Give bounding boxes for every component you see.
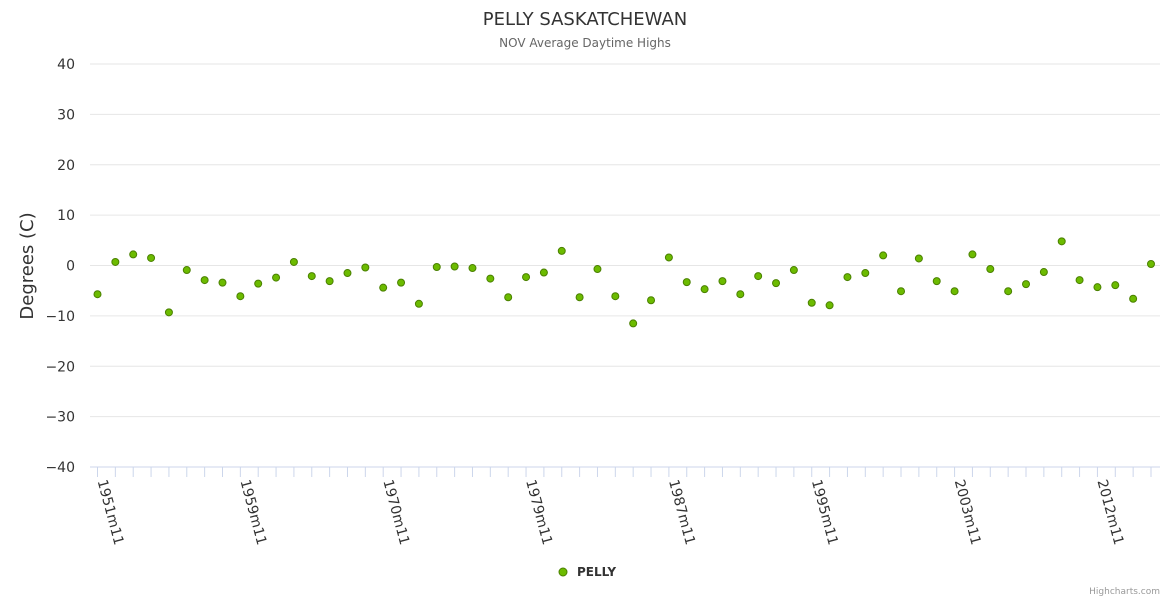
data-point[interactable] [200,276,209,285]
data-point[interactable] [611,292,620,301]
credits-link[interactable]: Highcharts.com [1089,587,1160,597]
x-tick-label: 1995m11 [808,478,841,547]
legend[interactable]: PELLY [558,565,616,579]
x-tick-label: 1951m11 [94,478,127,547]
data-point[interactable] [897,287,906,296]
data-point[interactable] [361,263,370,272]
data-point[interactable] [647,296,656,305]
data-point[interactable] [807,298,816,307]
data-point[interactable] [932,277,941,286]
data-point[interactable] [272,273,281,282]
x-tick-label: 2003m11 [951,478,984,547]
y-tick-label: 30 [57,107,75,123]
data-point[interactable] [379,283,388,292]
data-point[interactable] [968,250,977,259]
data-point[interactable] [1039,268,1048,277]
data-point[interactable] [1093,283,1102,292]
data-point[interactable] [682,278,691,287]
y-tick-label: −10 [45,309,75,325]
data-point[interactable] [414,299,423,308]
data-point[interactable] [664,253,673,262]
x-tick-label: 1970m11 [379,478,412,547]
data-point[interactable] [504,293,513,302]
x-tick-label: 1959m11 [236,478,269,547]
data-point[interactable] [486,274,495,283]
data-point[interactable] [164,308,173,317]
y-tick-label: 10 [57,208,75,224]
data-point[interactable] [307,272,316,281]
data-point[interactable] [825,301,834,310]
y-tick-label: −40 [45,460,75,476]
y-axis-label: Degrees (C) [17,212,38,319]
data-point[interactable] [1147,259,1155,268]
data-point[interactable] [432,263,441,272]
data-point[interactable] [861,269,870,278]
data-point[interactable] [593,265,602,274]
legend-label[interactable]: PELLY [577,565,616,579]
data-point[interactable] [450,262,459,271]
data-point[interactable] [325,277,334,286]
data-point[interactable] [236,292,245,301]
data-point[interactable] [289,257,298,266]
data-point[interactable] [1129,294,1138,303]
x-axis: 1951m11 1959m11 1970m11 1979m11 1987m11 1995m… [90,466,1160,547]
data-point[interactable] [1022,280,1031,289]
legend-marker[interactable] [558,567,568,577]
x-tick-label: 1979m11 [522,478,555,547]
data-point[interactable] [772,279,781,288]
data-point[interactable] [468,264,477,273]
data-point[interactable] [843,273,852,282]
data-point[interactable] [111,257,120,266]
data-point[interactable] [1057,237,1066,246]
data-point[interactable] [950,287,959,296]
data-point[interactable] [218,278,227,287]
data-point[interactable] [397,278,406,287]
data-point[interactable] [129,250,138,259]
data-point[interactable] [93,290,102,299]
y-tick-label: −30 [45,410,75,426]
data-points [93,237,1155,328]
data-point[interactable] [254,279,263,288]
data-point[interactable] [575,293,584,302]
chart-title: PELLY SASKATCHEWAN [483,9,688,30]
data-point[interactable] [718,277,727,286]
chart-subtitle: NOV Average Daytime Highs [499,36,671,50]
data-point[interactable] [522,273,531,282]
data-point[interactable] [147,253,156,262]
data-point[interactable] [754,272,763,281]
data-point[interactable] [557,246,566,255]
x-tick-label: 2012m11 [1094,478,1127,547]
data-point[interactable] [879,251,888,260]
data-point[interactable] [1111,281,1120,290]
y-tick-label: 40 [57,57,75,73]
data-point[interactable] [700,285,709,294]
data-point[interactable] [1075,276,1084,285]
data-point[interactable] [986,265,995,274]
y-tick-label: 0 [66,259,75,275]
grid-lines [90,63,1160,418]
y-axis-ticks: 40 30 20 10 0 −10 −20 −30 −40 [45,57,75,476]
x-tick-label: 1987m11 [665,478,698,547]
data-point[interactable] [736,290,745,299]
data-point[interactable] [343,269,352,278]
data-point[interactable] [1004,287,1013,296]
data-point[interactable] [539,268,548,277]
data-point[interactable] [914,254,923,263]
data-point[interactable] [629,319,638,328]
data-point[interactable] [789,266,798,275]
y-tick-label: −20 [45,359,75,375]
y-tick-label: 20 [57,158,75,174]
data-point[interactable] [182,266,191,275]
